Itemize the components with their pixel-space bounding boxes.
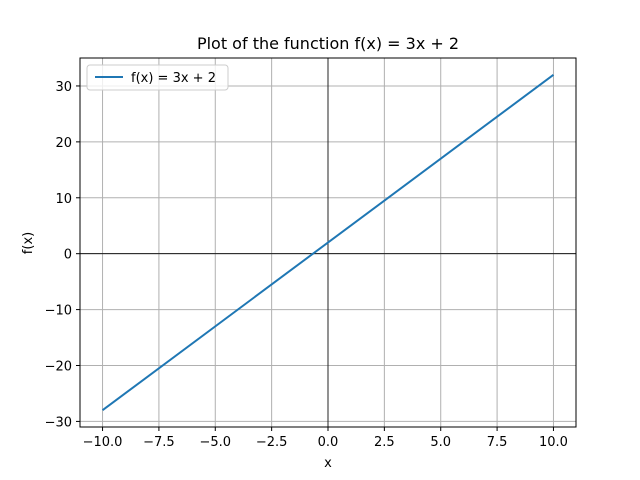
x-tick-label: 5.0 bbox=[430, 435, 451, 450]
y-tick-label: −10 bbox=[45, 304, 72, 319]
x-tick-label: 0.0 bbox=[318, 435, 339, 450]
y-axis-ticks: −30 −20 −10 0 10 20 30 bbox=[45, 80, 80, 430]
y-axis-label: f(x) bbox=[21, 232, 36, 254]
series-line bbox=[101, 73, 555, 412]
x-tick-label: −2.5 bbox=[256, 435, 288, 450]
y-tick-label: 30 bbox=[55, 80, 72, 95]
x-axis-label: x bbox=[324, 456, 332, 471]
series-layer bbox=[101, 73, 555, 412]
x-tick-label: −10.0 bbox=[83, 435, 123, 450]
x-tick-label: 7.5 bbox=[487, 435, 508, 450]
x-tick-label: 10.0 bbox=[539, 435, 568, 450]
y-tick-label: −20 bbox=[45, 360, 72, 375]
y-tick-label: 0 bbox=[64, 248, 72, 263]
legend: f(x) = 3x + 2 bbox=[86, 64, 229, 91]
chart-title: Plot of the function f(x) = 3x + 2 bbox=[197, 34, 459, 53]
y-tick-label: −30 bbox=[45, 415, 72, 430]
x-axis-ticks: −10.0 −7.5 −5.0 −2.5 0.0 2.5 5.0 7.5 10.0 bbox=[83, 427, 568, 450]
y-tick-label: 10 bbox=[55, 192, 72, 207]
x-tick-label: −7.5 bbox=[143, 435, 175, 450]
x-tick-label: 2.5 bbox=[374, 435, 395, 450]
legend-box bbox=[86, 64, 229, 91]
y-tick-label: 20 bbox=[55, 136, 72, 151]
x-tick-label: −5.0 bbox=[199, 435, 231, 450]
legend-label: f(x) = 3x + 2 bbox=[131, 71, 216, 86]
